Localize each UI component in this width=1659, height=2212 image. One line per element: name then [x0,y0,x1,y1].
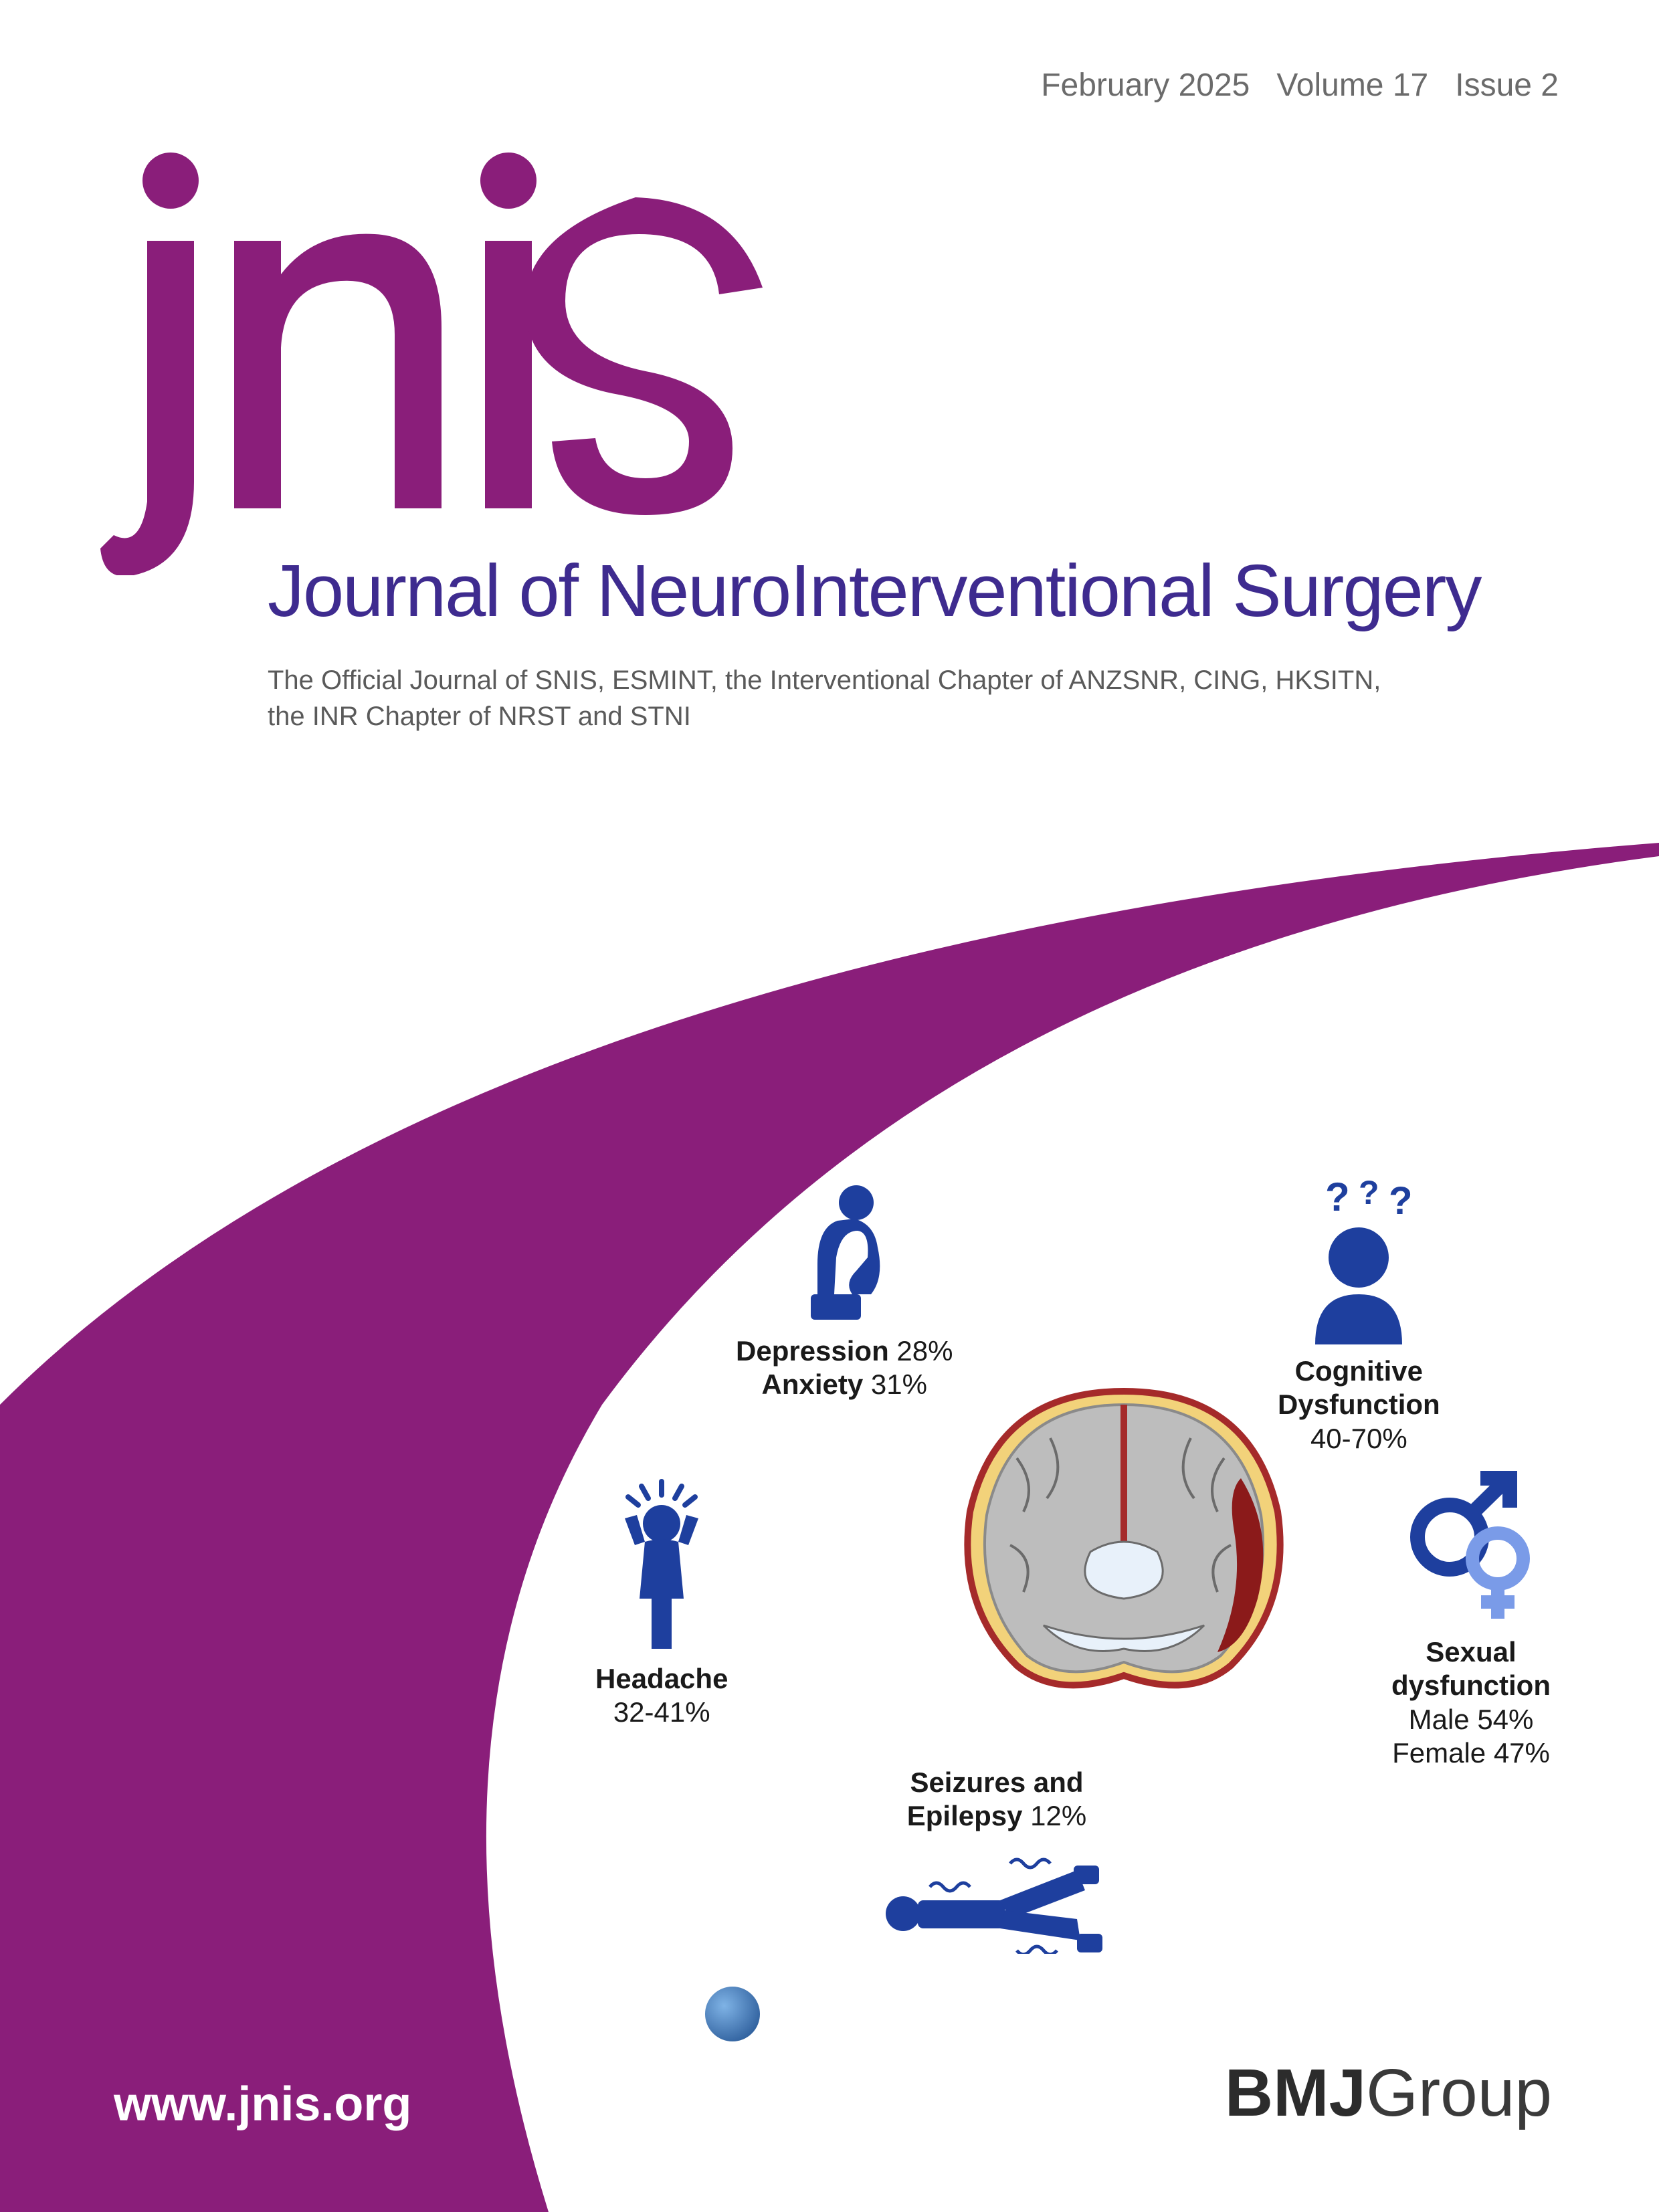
snis-logo-icon [702,1984,763,2044]
bmj-group-logo: BMJGroup [1225,2055,1552,2132]
journal-tagline: The Official Journal of SNIS, ESMINT, th… [268,662,1405,734]
infographic-node-seizures: Seizures andEpilepsy 12% [876,1759,1117,1957]
confused-head-icon: ? ? ? [1278,1177,1440,1348]
snis-line1: Society of [775,2024,958,2045]
infographic-label-seizures: Seizures andEpilepsy 12% [876,1766,1117,1833]
infographic-node-depression: Depression 28%Anxiety 31% [736,1177,953,1402]
svg-text:?: ? [1389,1179,1412,1223]
svg-text:?: ? [1325,1177,1350,1219]
snis-acronym: SNIS [775,2086,958,2152]
issue-number: Issue 2 [1455,68,1559,103]
snis-line2: NeuroInterventional [775,2044,958,2065]
infographic-node-headache: Headache32-41% [595,1478,728,1730]
issue-info: February 2025 Volume 17 Issue 2 [1041,67,1559,104]
sad-person-icon [736,1177,953,1328]
infographic-label-headache: Headache32-41% [595,1662,728,1730]
infographic-node-sexual: SexualdysfunctionMale 54%Female 47% [1391,1465,1551,1771]
headache-icon [595,1478,728,1655]
infographic: Depression 28%Anxiety 31% ? ? ? Cognitiv… [589,1177,1592,2013]
snis-block: Society of NeuroInterventional Surgery S… [702,2024,958,2152]
bmj-bold: BMJ [1225,2055,1366,2130]
svg-text:?: ? [1359,1177,1379,1211]
bmj-light: Group [1366,2055,1552,2130]
issue-month: February 2025 [1041,68,1250,103]
brain-illustration [937,1378,1311,1712]
journal-subtitle: Journal of NeuroInterventional Surgery [268,548,1480,633]
seizure-icon [876,1833,1117,1957]
gender-icon [1391,1465,1551,1629]
infographic-label-depression: Depression 28%Anxiety 31% [736,1334,953,1402]
issue-volume: Volume 17 [1276,68,1428,103]
infographic-node-cognitive: ? ? ? CognitiveDysfunction40-70% [1278,1177,1440,1455]
website-url: www.jnis.org [114,2077,411,2132]
jnis-logo [94,67,896,575]
infographic-label-cognitive: CognitiveDysfunction40-70% [1278,1354,1440,1455]
infographic-label-sexual: SexualdysfunctionMale 54%Female 47% [1391,1635,1551,1771]
